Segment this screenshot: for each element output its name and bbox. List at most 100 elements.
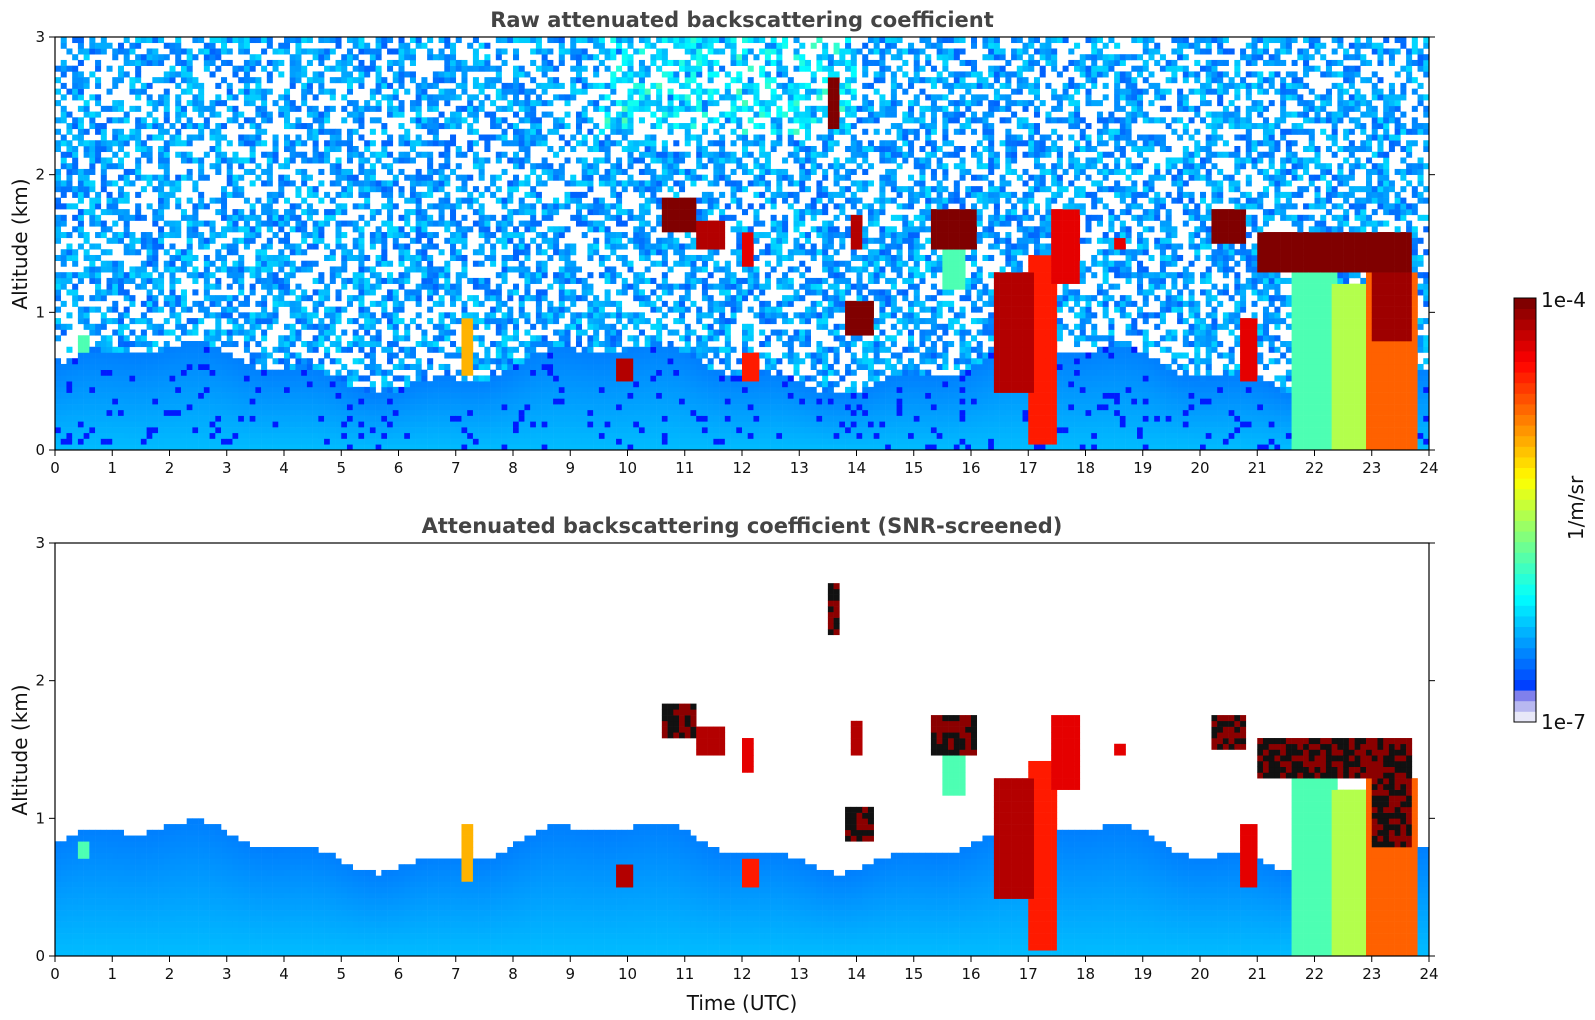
heatmap-cell [278, 358, 285, 365]
heatmap-cell [198, 157, 205, 164]
heatmap-cell [95, 254, 102, 262]
heatmap-cell [598, 358, 605, 365]
heatmap-cell [392, 323, 399, 330]
heatmap-cell [427, 363, 434, 370]
heatmap-cell [381, 432, 388, 439]
heatmap-cell [364, 42, 371, 49]
heatmap-cell [209, 220, 216, 227]
heatmap-cell [117, 134, 124, 141]
heatmap-cell [518, 71, 525, 78]
heatmap-cell [547, 427, 554, 434]
heatmap-cell [513, 123, 520, 130]
heatmap-cell [77, 363, 84, 370]
heatmap-cell [261, 100, 268, 107]
heatmap-cell [484, 220, 491, 227]
heatmap-cell [535, 243, 542, 250]
heatmap-cell [140, 369, 147, 376]
heatmap-cell [158, 54, 165, 61]
heatmap-cell [255, 386, 262, 393]
heatmap-cell [638, 88, 645, 95]
heatmap-cell [352, 404, 359, 411]
heatmap-cell [553, 209, 560, 216]
heatmap-cell [472, 82, 479, 89]
heatmap-cell [100, 409, 107, 416]
heatmap-cell [467, 318, 474, 325]
heatmap-cell [495, 226, 502, 233]
heatmap-cell [604, 398, 611, 405]
heatmap-cell [301, 415, 308, 422]
heatmap-cell [598, 318, 605, 325]
heatmap-cell [72, 272, 79, 279]
heatmap-cell [455, 409, 462, 416]
heatmap-cell [375, 260, 382, 267]
heatmap-cell [375, 105, 382, 112]
heatmap-cell [513, 329, 520, 336]
heatmap-cell [180, 111, 187, 118]
heatmap-cell [215, 438, 222, 445]
heatmap-cell [656, 123, 663, 130]
heatmap-cell [152, 283, 159, 290]
heatmap-cell [415, 100, 422, 107]
heatmap-cell [117, 232, 124, 239]
heatmap-cell [581, 163, 588, 170]
heatmap-cell [432, 140, 439, 147]
heatmap-cell [444, 77, 451, 84]
heatmap-cell [278, 260, 285, 267]
heatmap-cell [226, 295, 233, 302]
heatmap-cell [180, 123, 187, 130]
heatmap-cell [318, 444, 325, 451]
heatmap-cell [192, 415, 199, 422]
heatmap-cell [341, 65, 348, 72]
heatmap-cell [329, 214, 336, 221]
heatmap-cell [117, 358, 124, 365]
heatmap-cell [415, 151, 422, 158]
heatmap-cell [318, 432, 325, 439]
heatmap-cell [255, 128, 262, 135]
heatmap-cell [621, 220, 628, 227]
heatmap-cell [398, 191, 405, 198]
heatmap-cell [404, 174, 411, 181]
heatmap-cell [490, 369, 497, 376]
heatmap-cell [518, 134, 525, 141]
heatmap-cell [530, 37, 537, 44]
heatmap-cell [450, 243, 457, 250]
heatmap-cell [72, 37, 79, 44]
heatmap-cell [232, 117, 239, 124]
heatmap-cell [650, 352, 657, 359]
heatmap-cell [656, 37, 663, 44]
heatmap-cell [444, 392, 451, 399]
heatmap-cell [318, 421, 325, 428]
heatmap-cell [95, 427, 102, 434]
heatmap-cell [587, 375, 594, 382]
heatmap-cell [198, 105, 205, 112]
heatmap-cell [83, 375, 90, 382]
heatmap-cell [77, 404, 84, 411]
heatmap-cell [427, 237, 434, 244]
heatmap-cell [467, 226, 474, 233]
heatmap-cell [638, 381, 645, 388]
heatmap-cell [513, 100, 520, 107]
heatmap-cell [289, 77, 296, 84]
heatmap-cell [72, 157, 79, 164]
heatmap-cell [593, 432, 600, 439]
heatmap-cell [341, 363, 348, 370]
heatmap-cell [60, 277, 67, 284]
heatmap-cell [593, 323, 600, 330]
heatmap-cell [346, 82, 353, 89]
heatmap-cell [72, 409, 79, 416]
heatmap-cell [243, 363, 250, 370]
heatmap-cell [450, 386, 457, 393]
heatmap-cell [375, 88, 382, 95]
heatmap-cell [358, 392, 365, 399]
heatmap-cell [627, 421, 634, 428]
heatmap-cell [209, 369, 216, 376]
heatmap-cell [243, 438, 250, 445]
heatmap-cell [564, 94, 571, 101]
heatmap-cell [221, 341, 228, 348]
heatmap-cell [656, 363, 663, 370]
heatmap-cell [209, 54, 216, 61]
heatmap-cell [427, 358, 434, 365]
heatmap-cell [55, 77, 62, 84]
heatmap-cell [198, 123, 205, 130]
heatmap-cell [318, 123, 325, 130]
